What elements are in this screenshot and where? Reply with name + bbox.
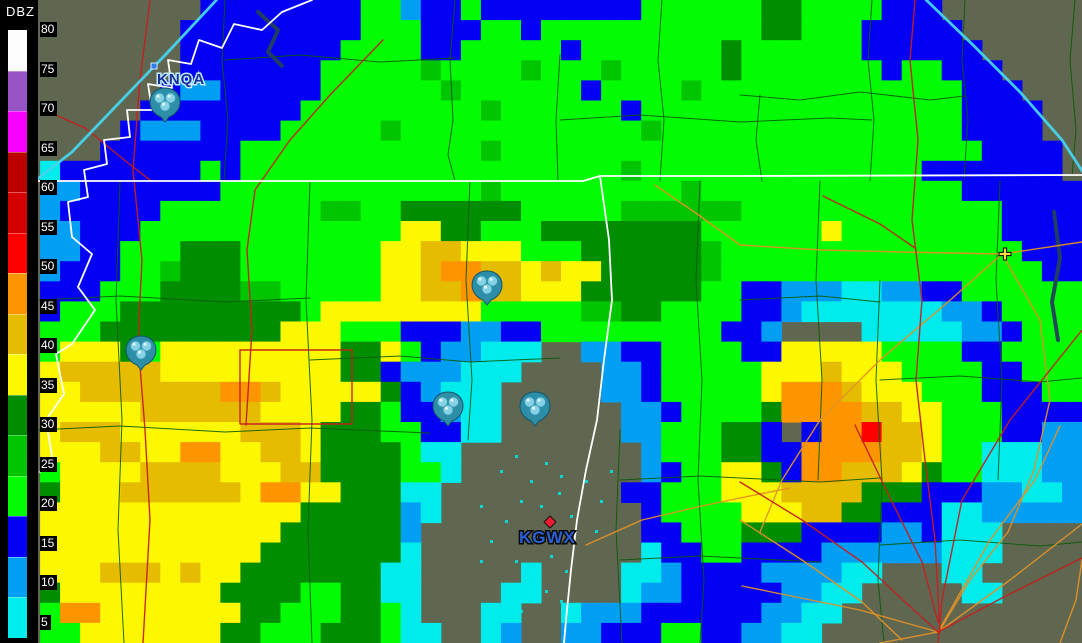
dbz-scale-segment: [8, 30, 27, 71]
dbz-scale-label: 5: [40, 614, 51, 630]
clutter-speckles: [480, 455, 613, 613]
highway-lines-red: [39, 0, 1082, 643]
dbz-scale-segment: [8, 435, 27, 476]
radar-range-edge-arcs: [24, 0, 1082, 190]
dbz-scale-segment: [8, 111, 27, 152]
radar-site-marker[interactable]: [125, 335, 157, 371]
station-label-KNQA: KNQA: [157, 71, 205, 88]
dbz-scale-segment: [8, 394, 27, 435]
state-boundaries: [37, 0, 1082, 643]
river-lines: [256, 10, 1062, 342]
city-cross-icon: [998, 247, 1012, 261]
radar-site-marker[interactable]: [519, 391, 551, 427]
dbz-scale-segment: [8, 313, 27, 354]
dbz-scale-label: 30: [40, 417, 58, 432]
dbz-scale-label: 65: [40, 140, 58, 156]
station-label-KGWX: KGWX: [519, 528, 576, 547]
dbz-scale-label: 10: [40, 575, 58, 590]
dbz-scale-label: 15: [40, 535, 58, 551]
county-boundaries: [37, 0, 1082, 643]
dbz-color-bar: [8, 30, 27, 638]
dbz-scale-label: 80: [40, 22, 58, 37]
dbz-scale-label: 20: [40, 496, 58, 511]
dbz-color-scale: DBZ: [0, 0, 38, 643]
dbz-scale-segment: [8, 597, 27, 638]
dbz-scale-label: 60: [40, 180, 58, 195]
dbz-scale-label: 75: [40, 61, 58, 77]
station-labels: KNQA KGWX: [150, 62, 576, 549]
dbz-scale-segment: [8, 556, 27, 597]
dbz-scale-segment: [8, 475, 27, 516]
dbz-scale-segment: [8, 273, 27, 314]
map-markers: [125, 87, 1012, 427]
dbz-scale-label: 25: [40, 456, 58, 472]
radar-site-marker[interactable]: [432, 391, 464, 427]
dbz-scale-segment: [8, 516, 27, 557]
dbz-scale-segment: [8, 70, 27, 111]
dbz-scale-label: 45: [40, 298, 58, 314]
dbz-scale-title: DBZ: [6, 4, 35, 19]
radar-site-dot[interactable]: [150, 62, 158, 70]
dbz-scale-segment: [8, 192, 27, 233]
radar-site-marker[interactable]: [149, 87, 181, 123]
dbz-scale-segment: [8, 232, 27, 273]
dbz-scale-label: 50: [40, 259, 58, 274]
dbz-scale-label: 55: [40, 219, 58, 235]
dbz-scale-segment: [8, 151, 27, 192]
radar-site-marker[interactable]: [471, 270, 503, 306]
radar-site-diamond[interactable]: [543, 515, 557, 529]
dbz-scale-label: 35: [40, 377, 58, 393]
dbz-scale-label: 40: [40, 338, 58, 353]
dbz-scale-label: 70: [40, 101, 58, 116]
dbz-scale-segment: [8, 354, 27, 395]
